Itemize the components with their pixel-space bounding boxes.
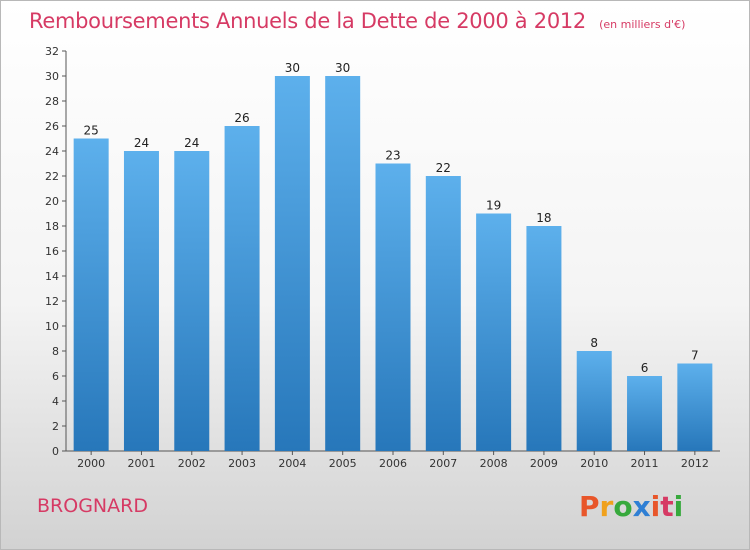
data-label-2007: 22 bbox=[436, 161, 451, 175]
y-tick-label: 14 bbox=[45, 270, 59, 283]
y-tick-label: 10 bbox=[45, 320, 59, 333]
bars bbox=[73, 76, 713, 451]
title-row: Remboursements Annuels de la Dette de 20… bbox=[29, 9, 685, 33]
y-tick-label: 18 bbox=[45, 220, 59, 233]
y-tick-label: 24 bbox=[45, 145, 59, 158]
bar-2009 bbox=[526, 226, 562, 451]
y-tick-label: 28 bbox=[45, 95, 59, 108]
bar-2006 bbox=[375, 163, 411, 451]
bar-2011 bbox=[627, 376, 663, 451]
data-label-2011: 6 bbox=[641, 361, 649, 375]
x-tick-label-2005: 2005 bbox=[329, 457, 357, 470]
y-tick-label: 2 bbox=[52, 420, 59, 433]
data-label-2009: 18 bbox=[536, 211, 551, 225]
bar-2002 bbox=[174, 151, 210, 451]
data-label-2000: 25 bbox=[84, 124, 99, 138]
x-tick-label-2003: 2003 bbox=[228, 457, 256, 470]
bar-2001 bbox=[123, 151, 159, 451]
x-tick-label-2008: 2008 bbox=[480, 457, 508, 470]
x-tick-label-2012: 2012 bbox=[681, 457, 709, 470]
data-label-2005: 30 bbox=[335, 61, 350, 75]
place-name: BROGNARD bbox=[37, 495, 148, 517]
x-tick-label-2007: 2007 bbox=[429, 457, 457, 470]
chart-title: Remboursements Annuels de la Dette de 20… bbox=[29, 9, 586, 33]
bar-2008 bbox=[476, 213, 512, 451]
bar-2007 bbox=[425, 176, 461, 451]
brand-letter: P bbox=[579, 490, 600, 523]
data-label-2004: 30 bbox=[285, 61, 300, 75]
y-tick-label: 30 bbox=[45, 70, 59, 83]
bar-2010 bbox=[576, 351, 612, 451]
bar-2004 bbox=[274, 76, 310, 451]
data-label-2003: 26 bbox=[234, 111, 249, 125]
x-tick-label-2004: 2004 bbox=[278, 457, 306, 470]
bar-2000 bbox=[73, 138, 109, 451]
y-tick-label: 4 bbox=[52, 395, 59, 408]
brand-letter: o bbox=[613, 490, 633, 523]
bar-2012 bbox=[677, 363, 713, 451]
x-tick-label-2010: 2010 bbox=[580, 457, 608, 470]
y-tick-label: 8 bbox=[52, 345, 59, 358]
chart-subtitle: (en milliers d'€) bbox=[599, 18, 686, 31]
brand-letter: x bbox=[632, 490, 651, 523]
x-tick-label-2009: 2009 bbox=[530, 457, 558, 470]
brand-letter: i bbox=[673, 490, 684, 523]
y-tick-label: 20 bbox=[45, 195, 59, 208]
y-tick-label: 32 bbox=[45, 45, 59, 58]
x-tick-label-2001: 2001 bbox=[127, 457, 155, 470]
data-label-2010: 8 bbox=[590, 336, 598, 350]
y-tick-label: 6 bbox=[52, 370, 59, 383]
x-tick-label-2006: 2006 bbox=[379, 457, 407, 470]
data-label-2002: 24 bbox=[184, 136, 199, 150]
x-tick-label-2000: 2000 bbox=[77, 457, 105, 470]
bar-2003 bbox=[224, 126, 260, 451]
data-labels: 25 24 24 26 30 30 23 22 19 18 8 6 7 bbox=[84, 61, 699, 375]
brand-letter: r bbox=[599, 490, 614, 523]
y-tick-label: 0 bbox=[52, 445, 59, 458]
brand-letter: i bbox=[650, 490, 661, 523]
bar-2005 bbox=[325, 76, 361, 451]
y-tick-label: 12 bbox=[45, 295, 59, 308]
data-label-2012: 7 bbox=[691, 349, 699, 363]
data-label-2008: 19 bbox=[486, 199, 501, 213]
data-label-2001: 24 bbox=[134, 136, 149, 150]
data-label-2006: 23 bbox=[385, 149, 400, 163]
brand-logo: Proxiti bbox=[579, 490, 683, 523]
brand-letter: t bbox=[660, 490, 674, 523]
y-tick-label: 22 bbox=[45, 170, 59, 183]
y-tick-label: 26 bbox=[45, 120, 59, 133]
x-tick-label-2011: 2011 bbox=[631, 457, 659, 470]
y-tick-label: 16 bbox=[45, 245, 59, 258]
x-tick-label-2002: 2002 bbox=[178, 457, 206, 470]
